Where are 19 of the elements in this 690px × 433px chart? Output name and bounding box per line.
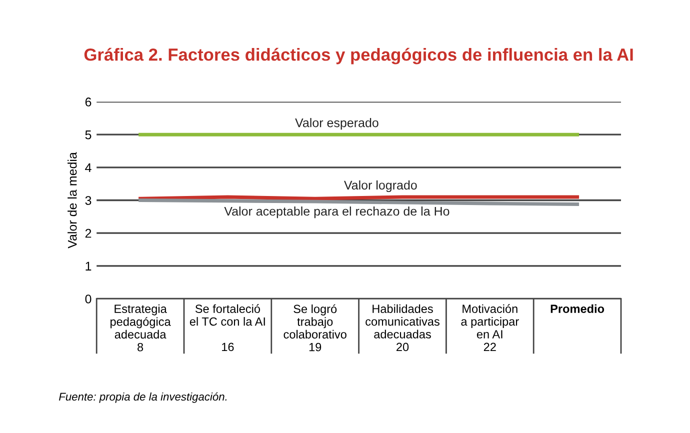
- y-tick-label: 2: [85, 228, 92, 238]
- series-label: Valor logrado: [344, 180, 417, 192]
- y-tick-label: 6: [85, 98, 92, 106]
- y-tick-label: 5: [85, 130, 92, 140]
- source-note: Fuente: propia de la investigación.: [58, 392, 227, 403]
- series-label: Valor aceptable para el rechazo de la Ho: [224, 206, 450, 218]
- x-tick-label: Habilidades comunicativas adecuadas 20: [366, 304, 440, 352]
- y-tick-label: 3: [85, 196, 92, 205]
- y-tick-label: 4: [85, 163, 92, 172]
- y-axis-title: Valor de la media: [68, 152, 77, 248]
- x-tick-label: Motivación a participar en AI 22: [461, 304, 519, 352]
- x-tick-label: Se logró trabajo colaborativo 19: [284, 304, 346, 352]
- x-tick-label: Estrategia pedagógica adecuada 8: [110, 304, 171, 352]
- x-tick-label: Promedio: [550, 304, 604, 313]
- y-tick-label: 1: [86, 262, 92, 270]
- series-label: Valor esperado: [295, 118, 378, 130]
- y-tick-label: 0: [85, 294, 92, 304]
- chart-title: Gráfica 2. Factores didácticos y pedagógicos de influencia en la AI: [84, 48, 633, 64]
- category-label: Se fortaleció el TC con la AI 16: [190, 304, 265, 352]
